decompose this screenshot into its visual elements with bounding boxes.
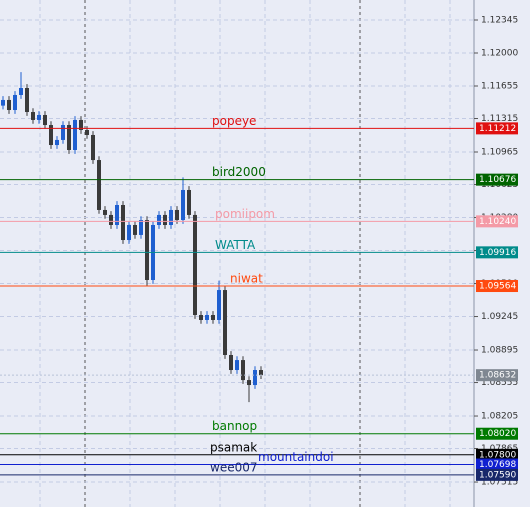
price-label: 1.07590 bbox=[479, 470, 516, 480]
candle-body bbox=[55, 139, 59, 146]
level-name: bird2000 bbox=[212, 165, 266, 179]
price-box bbox=[476, 427, 518, 440]
price-label: 1.07800 bbox=[479, 450, 516, 460]
candle-body bbox=[253, 370, 257, 386]
price-box bbox=[476, 173, 518, 186]
candle-body bbox=[235, 360, 239, 371]
vertical-grid bbox=[39, 0, 451, 507]
price-label: 1.11212 bbox=[479, 124, 516, 134]
candle-body bbox=[85, 130, 89, 135]
candle-body bbox=[205, 315, 209, 320]
y-tick-label: 1.08205 bbox=[481, 412, 518, 422]
candle-body bbox=[61, 125, 65, 140]
y-tick-label: 1.11655 bbox=[481, 81, 518, 91]
candle-body bbox=[97, 160, 101, 210]
candle-body bbox=[217, 290, 221, 320]
candle-body bbox=[193, 214, 197, 316]
candle-body bbox=[241, 360, 245, 381]
candle-body bbox=[133, 224, 137, 235]
candle-body bbox=[7, 99, 11, 111]
price-label: 1.09564 bbox=[479, 282, 516, 292]
candle-body bbox=[259, 370, 263, 376]
y-tick-label: 1.12000 bbox=[481, 48, 518, 58]
level-name: bannop bbox=[212, 419, 257, 433]
price-label: 1.09916 bbox=[479, 248, 516, 258]
price-box bbox=[476, 369, 518, 382]
price-label: 1.08020 bbox=[479, 429, 516, 439]
level-name: WATTA bbox=[215, 238, 256, 252]
price-box bbox=[476, 246, 518, 259]
candle-body bbox=[25, 88, 29, 113]
candle-body bbox=[181, 189, 185, 221]
candle-body bbox=[139, 220, 143, 235]
candle-body bbox=[157, 214, 161, 225]
level-name: pomiipom bbox=[215, 207, 275, 221]
candle-body bbox=[91, 134, 95, 161]
candle-body bbox=[127, 224, 131, 241]
level-name: niwat bbox=[230, 272, 263, 286]
candle-body bbox=[229, 354, 233, 371]
y-tick-label: 1.12345 bbox=[481, 15, 518, 25]
candle-body bbox=[175, 209, 179, 221]
price-label: 1.10240 bbox=[479, 217, 516, 227]
candle-body bbox=[1, 99, 5, 106]
candle-body bbox=[73, 119, 77, 150]
candle-body bbox=[43, 114, 47, 126]
level-name: wee007 bbox=[210, 460, 257, 474]
candle-body bbox=[223, 290, 227, 355]
candle-body bbox=[19, 88, 23, 95]
candle-body bbox=[115, 205, 119, 225]
candle-body bbox=[31, 112, 35, 120]
y-tick-label: 1.11315 bbox=[481, 114, 518, 124]
level-name: mountaindoi bbox=[258, 450, 334, 464]
y-tick-label: 1.08895 bbox=[481, 346, 518, 356]
price-box bbox=[476, 468, 518, 481]
price-label: 1.10676 bbox=[479, 175, 516, 185]
price-box bbox=[476, 122, 518, 135]
y-tick-label: 1.09245 bbox=[481, 312, 518, 322]
period-separators bbox=[84, 0, 361, 507]
candle-body bbox=[37, 114, 41, 120]
price-label: 1.07698 bbox=[479, 460, 516, 470]
y-tick-label: 1.07515 bbox=[481, 478, 518, 488]
candle-body bbox=[67, 125, 71, 150]
candle-body bbox=[199, 315, 203, 320]
price-box bbox=[476, 215, 518, 228]
candle-body bbox=[169, 209, 173, 225]
price-label: 1.08632 bbox=[479, 371, 516, 381]
candle-body bbox=[145, 220, 149, 280]
price-box bbox=[476, 458, 518, 471]
candle-body bbox=[49, 125, 53, 146]
candle-body bbox=[79, 119, 83, 131]
candle-body bbox=[163, 214, 167, 225]
candle-body bbox=[121, 205, 125, 241]
y-tick-label: 1.10965 bbox=[481, 148, 518, 158]
price-box bbox=[476, 280, 518, 293]
level-name: psamak bbox=[210, 440, 257, 454]
level-name: popeye bbox=[212, 114, 256, 128]
candle-body bbox=[109, 214, 113, 225]
candle-body bbox=[247, 380, 251, 386]
y-tick-label: 1.08555 bbox=[481, 378, 518, 388]
candle-body bbox=[211, 315, 215, 320]
candle-body bbox=[103, 209, 107, 215]
price-box bbox=[476, 448, 518, 461]
candle-body bbox=[187, 189, 191, 215]
candle-body bbox=[13, 94, 17, 111]
